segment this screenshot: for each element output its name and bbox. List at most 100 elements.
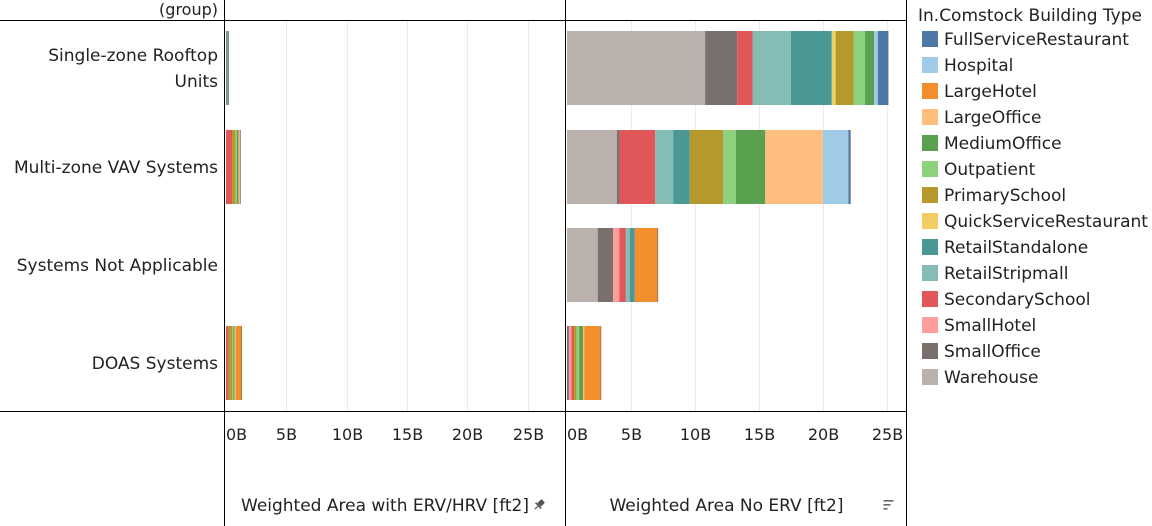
x-tick-label: 25B xyxy=(872,425,903,444)
bar-erv-single-zone-rooftop-units-retailstripmall[interactable] xyxy=(226,31,228,105)
legend-label-outpatient[interactable]: Outpatient xyxy=(944,160,1036,180)
bar-erv-doas-systems-outpatient[interactable] xyxy=(232,326,234,400)
bar-no-erv-single-zone-rooftop-units-quickservicerestaurant[interactable] xyxy=(831,31,836,105)
legend-label-retailstandalone[interactable]: RetailStandalone xyxy=(944,238,1088,258)
row-label-single-zone-rooftop-units: Single-zone Rooftop xyxy=(48,46,218,66)
legend-label-retailstripmall[interactable]: RetailStripmall xyxy=(944,264,1068,284)
x-tick-label: 0B xyxy=(226,425,247,444)
bar-no-erv-multi-zone-vav-systems-fullservicerestaurant[interactable] xyxy=(848,130,851,204)
bar-no-erv-systems-not-applicable-largehotel[interactable] xyxy=(634,228,658,302)
bar-no-erv-single-zone-rooftop-units-smalloffice[interactable] xyxy=(705,31,738,105)
bar-no-erv-systems-not-applicable-smalloffice[interactable] xyxy=(597,228,614,302)
legend-swatch-largeoffice[interactable] xyxy=(922,109,938,125)
bar-no-erv-multi-zone-vav-systems-retailstandalone[interactable] xyxy=(673,130,690,204)
bar-no-erv-multi-zone-vav-systems-mediumoffice[interactable] xyxy=(735,130,766,204)
bar-no-erv-systems-not-applicable-smallhotel[interactable] xyxy=(613,228,620,302)
legend-swatch-quickservicerestaurant[interactable] xyxy=(922,213,938,229)
bar-no-erv-single-zone-rooftop-units-mediumoffice[interactable] xyxy=(865,31,875,105)
bar-erv-multi-zone-vav-systems-hospital[interactable] xyxy=(239,130,241,204)
row-header: (group) xyxy=(159,0,218,19)
row-labels: (group) Single-zone Rooftop Units Multi-zo… xyxy=(14,0,218,374)
pin-icon[interactable] xyxy=(532,498,546,512)
bar-no-erv-doas-systems-largehotel[interactable] xyxy=(584,326,601,400)
legend-label-mediumoffice[interactable]: MediumOffice xyxy=(944,134,1062,154)
x-tick-label: 15B xyxy=(392,425,423,444)
bar-erv-doas-systems-largeoffice[interactable] xyxy=(234,326,236,400)
bar-erv-doas-systems-largehotel[interactable] xyxy=(235,326,242,400)
x-tick-label: 0B xyxy=(567,425,588,444)
legend-swatch-mediumoffice[interactable] xyxy=(922,135,938,151)
bar-no-erv-single-zone-rooftop-units-primaryschool[interactable] xyxy=(835,31,854,105)
bar-erv-multi-zone-vav-systems-largehotel[interactable] xyxy=(238,130,240,204)
bar-erv-multi-zone-vav-systems-primaryschool[interactable] xyxy=(232,130,236,204)
bar-erv-single-zone-rooftop-units-retailstandalone[interactable] xyxy=(227,31,229,105)
legend-swatch-retailstripmall[interactable] xyxy=(922,265,938,281)
bar-erv-single-zone-rooftop-units-smalloffice[interactable] xyxy=(226,31,227,105)
legend-label-largehotel[interactable]: LargeHotel xyxy=(944,82,1037,102)
bar-erv-doas-systems-mediumoffice[interactable] xyxy=(233,326,235,400)
bar-no-erv-doas-systems-mediumoffice[interactable] xyxy=(579,326,583,400)
legend-swatch-smalloffice[interactable] xyxy=(922,343,938,359)
bar-no-erv-doas-systems-smallhotel[interactable] xyxy=(568,326,572,400)
legend-title: In.Comstock Building Type xyxy=(918,6,1142,26)
legend-label-largeoffice[interactable]: LargeOffice xyxy=(944,108,1041,128)
legend-swatch-primaryschool[interactable] xyxy=(922,187,938,203)
legend-label-smallhotel[interactable]: SmallHotel xyxy=(944,316,1036,336)
bar-no-erv-single-zone-rooftop-units-outpatient[interactable] xyxy=(853,31,866,105)
bar-no-erv-multi-zone-vav-systems-outpatient[interactable] xyxy=(723,130,736,204)
bar-no-erv-doas-systems-smalloffice[interactable] xyxy=(567,326,569,400)
bar-no-erv-doas-systems-outpatient[interactable] xyxy=(576,326,580,400)
legend-label-smalloffice[interactable]: SmallOffice xyxy=(944,342,1041,362)
legend-swatch-largehotel[interactable] xyxy=(922,83,938,99)
bar-erv-multi-zone-vav-systems-outpatient[interactable] xyxy=(235,130,237,204)
x-tick-label: 5B xyxy=(276,425,297,444)
legend-label-warehouse[interactable]: Warehouse xyxy=(944,368,1038,388)
legend-swatch-secondaryschool[interactable] xyxy=(922,291,938,307)
x-tick-label: 25B xyxy=(513,425,544,444)
bar-erv-doas-systems-primaryschool[interactable] xyxy=(228,326,233,400)
bar-erv-doas-systems-secondaryschool[interactable] xyxy=(226,326,229,400)
legend-label-primaryschool[interactable]: PrimarySchool xyxy=(944,186,1066,206)
bar-no-erv-multi-zone-vav-systems-smalloffice[interactable] xyxy=(616,130,620,204)
legend-swatch-outpatient[interactable] xyxy=(922,161,938,177)
x-axis-title-no-erv: Weighted Area No ERV [ft2] xyxy=(609,496,843,516)
bar-erv-multi-zone-vav-systems-mediumoffice[interactable] xyxy=(236,130,239,204)
legend-swatch-retailstandalone[interactable] xyxy=(922,239,938,255)
bar-no-erv-multi-zone-vav-systems-secondaryschool[interactable] xyxy=(619,130,656,204)
bar-erv-multi-zone-vav-systems-secondaryschool[interactable] xyxy=(226,130,233,204)
bar-no-erv-systems-not-applicable-retailstripmall[interactable] xyxy=(625,228,630,302)
bar-no-erv-multi-zone-vav-systems-retailstripmall[interactable] xyxy=(655,130,674,204)
bar-no-erv-single-zone-rooftop-units-fullservicerestaurant[interactable] xyxy=(877,31,889,105)
x-tick-label: 20B xyxy=(808,425,839,444)
bar-no-erv-doas-systems-primaryschool[interactable] xyxy=(574,326,577,400)
x-tick-label: 10B xyxy=(332,425,363,444)
bar-no-erv-single-zone-rooftop-units-retailstripmall[interactable] xyxy=(752,31,791,105)
sort-descending-icon[interactable] xyxy=(883,500,894,510)
legend-swatch-fullservicerestaurant[interactable] xyxy=(922,31,938,47)
bar-no-erv-systems-not-applicable-warehouse[interactable] xyxy=(567,228,598,302)
row-label-multi-zone-vav-systems: Multi-zone VAV Systems xyxy=(14,158,218,178)
legend-swatch-hospital[interactable] xyxy=(922,57,938,73)
legend-label-fullservicerestaurant[interactable]: FullServiceRestaurant xyxy=(944,30,1129,50)
bar-no-erv-single-zone-rooftop-units-warehouse[interactable] xyxy=(567,31,706,105)
row-label-doas-systems: DOAS Systems xyxy=(92,354,218,374)
bars xyxy=(226,31,889,400)
legend-label-quickservicerestaurant[interactable]: QuickServiceRestaurant xyxy=(944,212,1148,232)
bar-no-erv-multi-zone-vav-systems-warehouse[interactable] xyxy=(567,130,617,204)
bar-no-erv-multi-zone-vav-systems-primaryschool[interactable] xyxy=(689,130,724,204)
bar-no-erv-doas-systems-largeoffice[interactable] xyxy=(582,326,585,400)
legend-label-hospital[interactable]: Hospital xyxy=(944,56,1013,76)
legend-label-secondaryschool[interactable]: SecondarySchool xyxy=(944,290,1090,310)
bar-no-erv-systems-not-applicable-retailstandalone[interactable] xyxy=(629,228,635,302)
bar-no-erv-multi-zone-vav-systems-hospital[interactable] xyxy=(822,130,849,204)
bar-no-erv-single-zone-rooftop-units-secondaryschool[interactable] xyxy=(737,31,753,105)
x-axis-title-erv: Weighted Area with ERV/HRV [ft2] xyxy=(241,496,529,516)
bar-no-erv-single-zone-rooftop-units-hospital[interactable] xyxy=(874,31,878,105)
bar-no-erv-single-zone-rooftop-units-retailstandalone[interactable] xyxy=(790,31,832,105)
bar-no-erv-doas-systems-secondaryschool[interactable] xyxy=(571,326,575,400)
legend-swatch-warehouse[interactable] xyxy=(922,369,938,385)
bar-no-erv-systems-not-applicable-secondaryschool[interactable] xyxy=(619,228,626,302)
bar-no-erv-multi-zone-vav-systems-largeoffice[interactable] xyxy=(765,130,823,204)
legend-swatch-smallhotel[interactable] xyxy=(922,317,938,333)
